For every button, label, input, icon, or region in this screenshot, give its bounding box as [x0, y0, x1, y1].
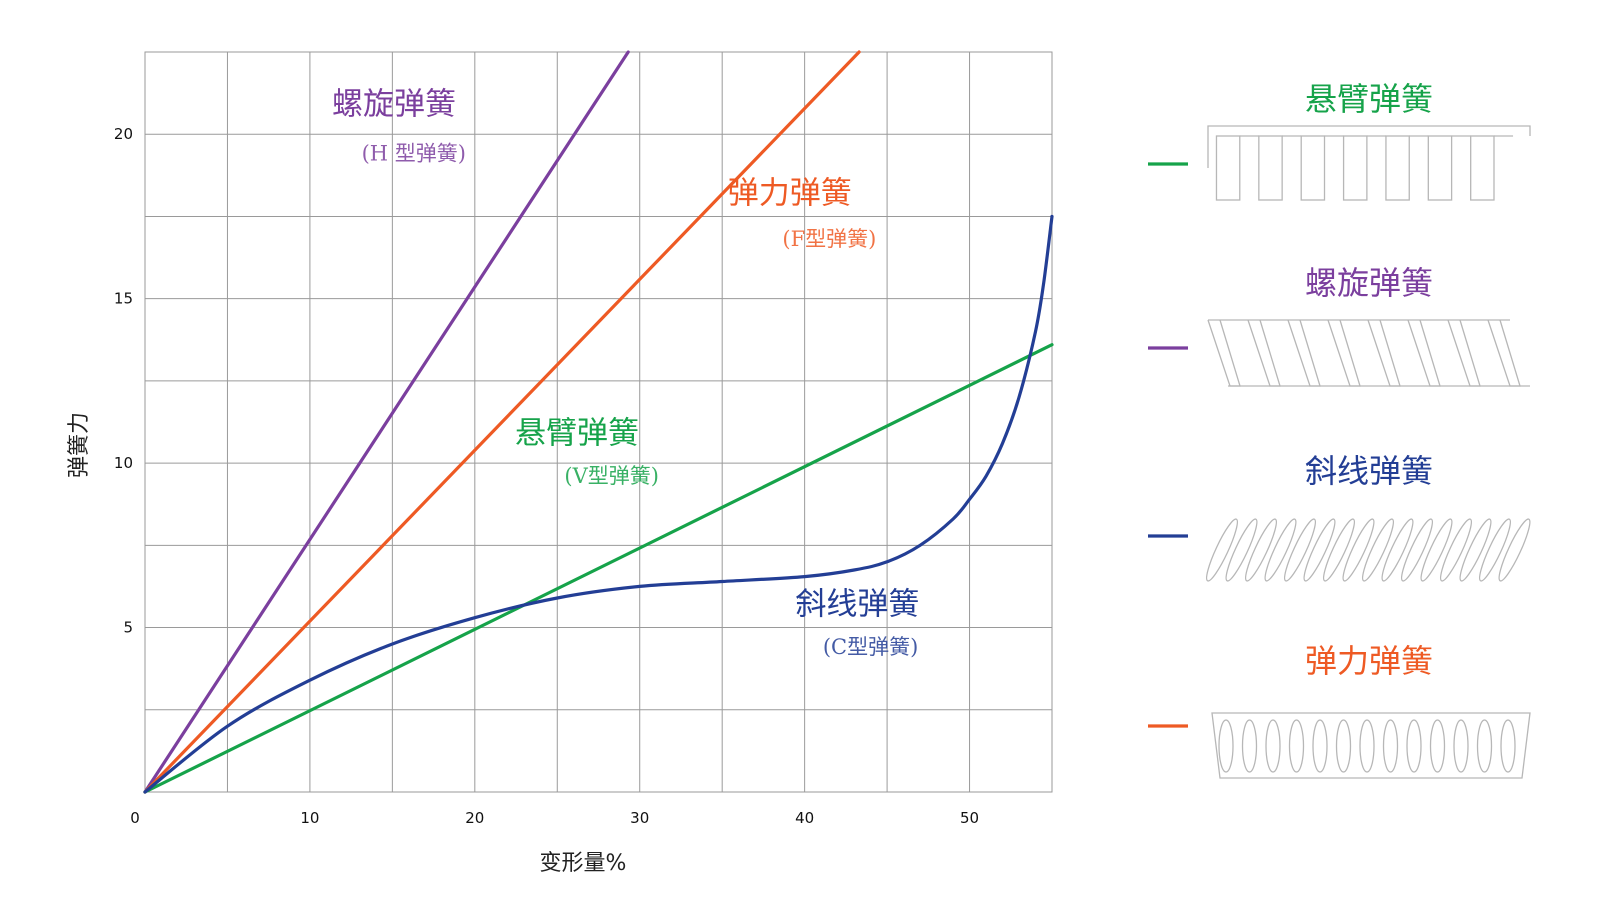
x-tick-label: 0 [130, 809, 140, 827]
grid-lines [145, 52, 1053, 792]
legend-item: 斜线弹簧 [1148, 452, 1531, 582]
legend-item: 悬臂弹簧 [1148, 80, 1531, 201]
y-tick-label: 5 [123, 619, 133, 637]
series-line-3 [143, 214, 1054, 794]
series-line-2 [143, 343, 1054, 794]
x-tick-label: 10 [300, 809, 319, 827]
x-tick-label: 30 [630, 809, 649, 827]
tick-labels: 0 10 20 30 40 50 5 10 15 20 [114, 125, 979, 827]
series-sublabel: (H 型弹簧) [362, 142, 466, 166]
x-tick-label: 20 [465, 809, 484, 827]
curve-labels: 螺旋弹簧 (H 型弹簧) 弹力弹簧 (F型弹簧) 悬臂弹簧 (V型弹簧) 斜线弹簧 (C型弹簧… [332, 86, 919, 658]
helical-spring-icon [1207, 319, 1530, 387]
series-line-1 [143, 50, 861, 794]
series-line-0 [143, 50, 630, 794]
legend-item-title: 斜线弹簧 [1305, 452, 1433, 490]
legend-item-title: 弹力弹簧 [1305, 642, 1433, 680]
x-tick-label: 50 [960, 809, 979, 827]
series-label: 斜线弹簧 [795, 586, 919, 622]
series-lines [143, 50, 1054, 794]
y-tick-label: 10 [114, 454, 133, 472]
legend-item: 弹力弹簧 [1148, 642, 1531, 779]
series-label: 悬臂弹簧 [515, 415, 639, 451]
x-axis-title: 变形量% [540, 851, 627, 876]
y-axis-title: 弹簧力 [67, 412, 92, 478]
series-label: 弹力弹簧 [728, 175, 852, 211]
series-label: 螺旋弹簧 [332, 86, 456, 122]
canted-coil-spring-icon [1205, 518, 1531, 582]
x-tick-label: 40 [795, 809, 814, 827]
series-sublabel: (V型弹簧) [564, 464, 659, 488]
series-sublabel: (F型弹簧) [782, 227, 876, 251]
finger-spring-icon [1211, 712, 1531, 779]
y-tick-label: 15 [114, 290, 133, 308]
cantilever-spring-icon [1207, 125, 1531, 201]
y-tick-label: 20 [114, 125, 133, 143]
legend-item: 螺旋弹簧 [1148, 264, 1530, 387]
series-sublabel: (C型弹簧) [823, 635, 918, 659]
legend-item-title: 螺旋弹簧 [1305, 264, 1433, 302]
legend-item-title: 悬臂弹簧 [1305, 80, 1433, 118]
